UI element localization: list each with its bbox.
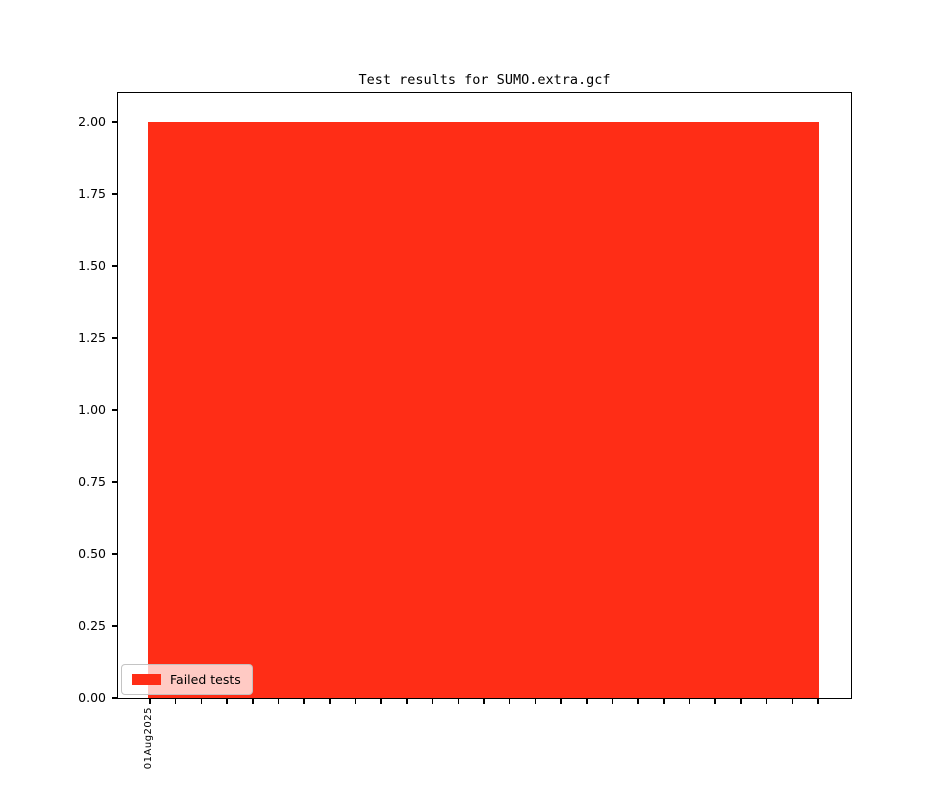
x-tick bbox=[765, 699, 768, 704]
plot-area: Failed tests bbox=[117, 92, 852, 699]
y-tick bbox=[112, 337, 117, 339]
y-tick-label: 1.75 bbox=[78, 185, 106, 201]
x-tick bbox=[714, 699, 716, 704]
x-tick bbox=[586, 699, 588, 704]
x-tick bbox=[431, 699, 434, 704]
x-tick bbox=[534, 699, 537, 704]
x-tick bbox=[508, 699, 511, 704]
y-tick bbox=[112, 265, 117, 267]
x-tick bbox=[611, 699, 614, 704]
y-tick-label: 2.00 bbox=[78, 113, 106, 129]
y-tick bbox=[112, 409, 117, 411]
y-tick-label: 0.25 bbox=[78, 617, 106, 633]
x-tick bbox=[354, 699, 357, 704]
y-tick bbox=[112, 625, 117, 627]
x-tick bbox=[817, 699, 819, 704]
x-tick bbox=[174, 699, 177, 704]
x-tick bbox=[688, 699, 691, 704]
y-tick bbox=[112, 697, 117, 699]
x-tick bbox=[740, 699, 742, 704]
legend-label-failed-tests: Failed tests bbox=[170, 672, 241, 687]
y-tick-label: 1.25 bbox=[78, 329, 106, 345]
y-tick-label: 0.00 bbox=[78, 690, 106, 705]
y-tick-label: 0.75 bbox=[78, 473, 106, 489]
x-tick-label: 01Aug2025 bbox=[143, 707, 154, 770]
x-tick bbox=[483, 699, 485, 704]
x-tick bbox=[226, 699, 228, 704]
y-tick-label: 1.50 bbox=[78, 257, 106, 273]
legend: Failed tests bbox=[121, 664, 253, 695]
x-tick bbox=[457, 699, 460, 704]
failed-tests-bar bbox=[148, 122, 819, 698]
chart-title: Test results for SUMO.extra.gcf bbox=[358, 72, 611, 88]
x-tick bbox=[380, 699, 382, 704]
y-tick bbox=[112, 121, 117, 123]
y-tick-label: 1.00 bbox=[78, 401, 106, 417]
x-tick bbox=[663, 699, 665, 704]
y-tick-label: 0.50 bbox=[78, 545, 106, 561]
y-tick bbox=[112, 553, 117, 555]
x-tick bbox=[252, 699, 254, 704]
x-tick bbox=[277, 699, 280, 704]
x-tick bbox=[406, 699, 408, 704]
x-tick bbox=[791, 699, 794, 704]
y-tick bbox=[112, 481, 117, 483]
x-tick bbox=[329, 699, 331, 704]
x-tick bbox=[200, 699, 203, 704]
x-tick bbox=[303, 699, 305, 704]
legend-swatch-failed-tests bbox=[132, 674, 161, 685]
x-tick bbox=[560, 699, 562, 704]
y-tick bbox=[112, 193, 117, 195]
x-tick bbox=[637, 699, 639, 704]
x-tick bbox=[149, 699, 151, 704]
